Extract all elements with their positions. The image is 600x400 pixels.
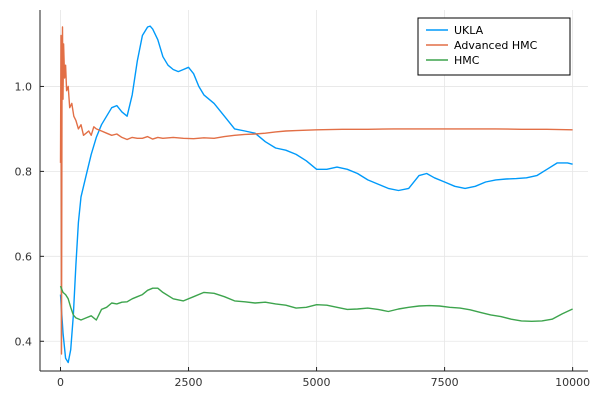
- legend-label-hmc: HMC: [454, 54, 480, 67]
- y-tick-label: 1.0: [15, 80, 33, 93]
- axes: 0 2500 5000 7500 10000 0.4 0.6 0.8 1.0: [15, 10, 590, 389]
- x-tick-label: 10000: [555, 376, 590, 389]
- legend-label-advanced-hmc: Advanced HMC: [454, 39, 538, 52]
- x-tick-label: 5000: [303, 376, 331, 389]
- legend-label-ukla: UKLA: [454, 24, 484, 37]
- legend-box: [417, 17, 571, 76]
- x-tick-label: 7500: [431, 376, 459, 389]
- series-line-ukla: [59, 25, 573, 364]
- x-tick-label: 2500: [175, 376, 203, 389]
- y-tick-label: 0.8: [15, 165, 33, 178]
- series-line-hmc: [59, 285, 573, 322]
- series-line-advanced-hmc: [59, 26, 573, 355]
- x-tick-label: 0: [57, 376, 64, 389]
- legend: UKLA Advanced HMC HMC: [417, 17, 571, 76]
- series-lines: [59, 25, 573, 364]
- grid: [40, 10, 588, 371]
- y-tick-label: 0.6: [15, 250, 33, 263]
- y-tick-label: 0.4: [15, 335, 33, 348]
